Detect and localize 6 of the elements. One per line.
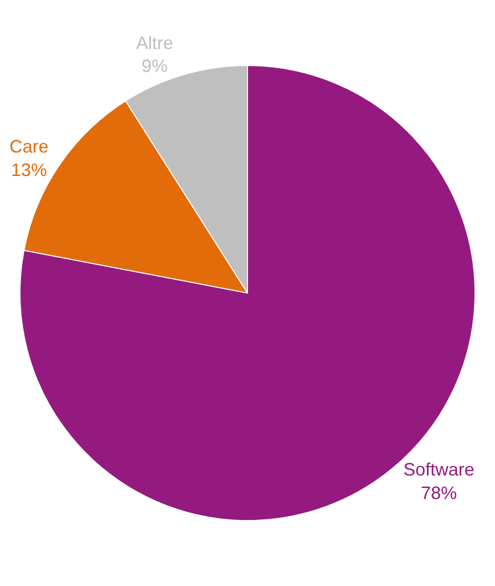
slice-label: Care (9, 136, 48, 157)
data-label: 78% (420, 482, 457, 503)
data-label: 9% (142, 56, 168, 76)
data-label: 13% (10, 160, 47, 180)
slice-label: Software (403, 459, 474, 480)
slice-label: Altre (136, 32, 174, 53)
